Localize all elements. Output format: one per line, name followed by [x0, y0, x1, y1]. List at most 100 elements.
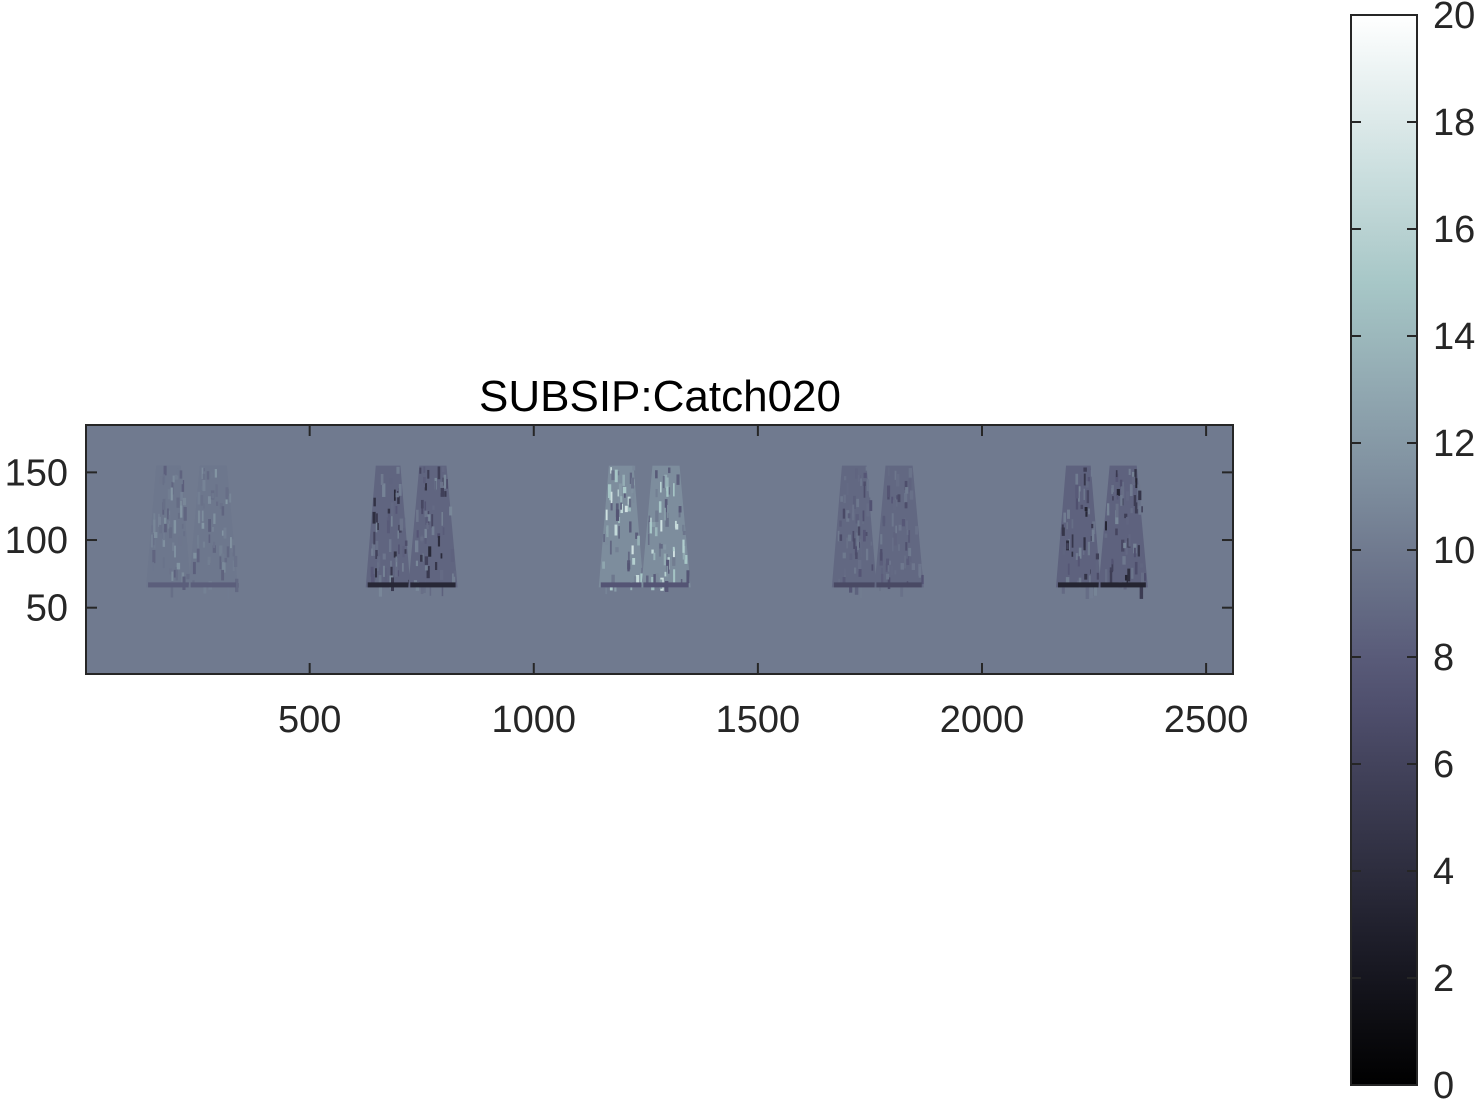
- lung-texture: [610, 491, 613, 504]
- lung-texture: [213, 541, 216, 548]
- lung-texture: [226, 546, 230, 558]
- lung-texture: [1075, 473, 1079, 485]
- lung-texture: [905, 487, 909, 494]
- lung-texture: [395, 492, 399, 498]
- lung-texture: [181, 480, 185, 492]
- lung-texture: [444, 491, 447, 497]
- lung-texture: [1124, 513, 1128, 519]
- lung-base: [148, 582, 189, 588]
- y-axis: 50 100 150: [5, 452, 1233, 630]
- lung-texture: [908, 468, 912, 478]
- lung-texture: [844, 569, 846, 583]
- lung-texture: [399, 518, 404, 531]
- lung-texture: [892, 499, 897, 510]
- lung-texture: [153, 513, 156, 520]
- lung-texture: [395, 556, 398, 563]
- lung-texture: [440, 481, 444, 494]
- lung-texture: [441, 466, 445, 473]
- lung-base: [410, 582, 456, 588]
- lung-texture: [632, 558, 636, 565]
- lung-texture: [371, 574, 375, 585]
- lung-texture: [162, 532, 166, 541]
- lung-texture: [855, 468, 858, 479]
- lung-texture: [682, 539, 685, 553]
- lung-texture: [424, 538, 427, 544]
- lung-texture: [842, 552, 846, 559]
- lung-texture: [618, 483, 622, 498]
- lung-texture: [894, 570, 897, 575]
- lung-texture: [622, 474, 625, 486]
- lung-texture: [871, 564, 874, 571]
- lung-texture: [859, 587, 863, 598]
- lung-texture: [1091, 530, 1095, 542]
- lung-texture: [668, 467, 671, 474]
- lung-texture: [422, 553, 424, 562]
- lung-texture: [202, 479, 206, 492]
- lung-texture: [181, 523, 184, 529]
- lung-texture: [192, 561, 196, 575]
- lung-texture: [1128, 534, 1131, 547]
- lung-texture: [673, 483, 675, 497]
- lung-texture: [171, 571, 174, 581]
- lung-texture: [434, 480, 437, 492]
- lung-texture: [653, 574, 656, 584]
- lung-texture: [844, 568, 846, 576]
- lung-texture: [1115, 473, 1119, 482]
- lung-texture: [393, 551, 397, 558]
- lung-panel: [598, 465, 691, 595]
- lung-texture: [906, 529, 909, 535]
- lung-texture: [896, 495, 899, 500]
- lung-texture: [423, 466, 426, 473]
- lung-texture: [857, 474, 860, 482]
- lung-texture: [905, 542, 908, 551]
- lung-texture: [684, 554, 688, 564]
- lung-texture: [443, 474, 447, 489]
- lung-texture: [442, 527, 445, 535]
- lung-texture: [665, 477, 669, 492]
- lung-texture: [627, 551, 630, 562]
- colorbar-tick-label: 2: [1433, 958, 1454, 1000]
- lung-texture: [664, 474, 668, 488]
- lung-texture: [855, 514, 859, 524]
- lung-texture: [210, 472, 213, 479]
- lung-texture: [197, 491, 201, 505]
- lung-texture: [620, 496, 623, 503]
- lung-texture: [1116, 488, 1120, 496]
- lung-texture: [420, 586, 424, 595]
- lung-texture: [666, 486, 669, 497]
- lung-texture: [393, 532, 396, 538]
- lung-texture: [870, 541, 873, 546]
- lung-texture: [375, 568, 377, 581]
- lung-texture: [174, 545, 176, 558]
- lung-texture: [856, 532, 859, 545]
- colorbar-tick-label: 8: [1433, 637, 1454, 679]
- y-tick-label: 100: [5, 520, 68, 562]
- lung-texture: [424, 510, 428, 518]
- lung-texture: [176, 468, 179, 476]
- lung-texture: [207, 559, 210, 566]
- lung-texture: [211, 527, 214, 532]
- lung-texture: [673, 548, 675, 559]
- lung-texture: [159, 524, 162, 534]
- lung-texture: [1067, 563, 1070, 575]
- lung-texture: [163, 517, 167, 529]
- lung-texture: [1137, 545, 1140, 557]
- lung-texture: [186, 573, 190, 580]
- lung-texture: [375, 522, 378, 533]
- lung-texture: [627, 563, 630, 572]
- lung-texture: [611, 470, 615, 481]
- lung-texture: [632, 465, 636, 471]
- lung-texture: [905, 520, 909, 530]
- lung-texture: [235, 578, 239, 593]
- lung-texture: [649, 522, 652, 534]
- lung-texture: [202, 541, 206, 548]
- lung-texture: [847, 513, 851, 519]
- lung-texture: [617, 498, 621, 512]
- lung-texture: [672, 546, 675, 552]
- lung-texture: [395, 558, 398, 569]
- lung-texture: [1119, 479, 1123, 487]
- lung-texture: [415, 560, 419, 567]
- lung-texture: [225, 487, 229, 500]
- lung-texture: [862, 529, 866, 542]
- lung-texture: [424, 501, 427, 512]
